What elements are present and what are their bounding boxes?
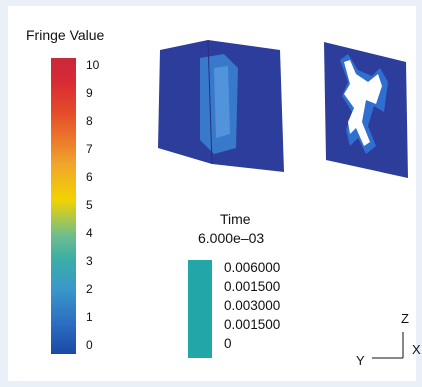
fringe-tick: 2 bbox=[86, 282, 93, 296]
fringe-tick: 5 bbox=[86, 198, 93, 212]
fringe-tick: 4 bbox=[86, 226, 93, 240]
fringe-legend-title: Fringe Value bbox=[26, 27, 105, 43]
axis-z-label: Z bbox=[401, 311, 409, 326]
fringe-tick: 0 bbox=[86, 338, 93, 352]
time-entry: 0.001500 bbox=[224, 317, 281, 332]
time-entry: 0 bbox=[224, 336, 232, 351]
fringe-colorbar bbox=[51, 58, 76, 354]
time-color-swatch bbox=[188, 260, 212, 358]
viewport: Fringe Value 10 9 8 7 6 5 4 3 2 1 0 Time… bbox=[8, 6, 421, 381]
left-panel-model bbox=[158, 39, 284, 172]
axis-x-label: X bbox=[412, 342, 421, 357]
fringe-tick: 10 bbox=[86, 58, 100, 72]
time-label: Time bbox=[220, 211, 251, 227]
fringe-tick: 8 bbox=[86, 114, 93, 128]
time-value: 6.000e–03 bbox=[198, 230, 265, 246]
time-entry: 0.001500 bbox=[224, 279, 281, 294]
fringe-tick: 7 bbox=[86, 142, 93, 156]
axis-y-label: Y bbox=[356, 353, 365, 368]
time-entry: 0.003000 bbox=[224, 298, 281, 313]
time-entry: 0.006000 bbox=[224, 260, 281, 275]
fringe-tick: 3 bbox=[86, 254, 93, 268]
axis-triad bbox=[372, 332, 404, 359]
fringe-tick: 9 bbox=[86, 86, 93, 100]
right-panel-model bbox=[324, 42, 408, 178]
fringe-tick: 6 bbox=[86, 170, 93, 184]
fringe-tick: 1 bbox=[86, 310, 93, 324]
